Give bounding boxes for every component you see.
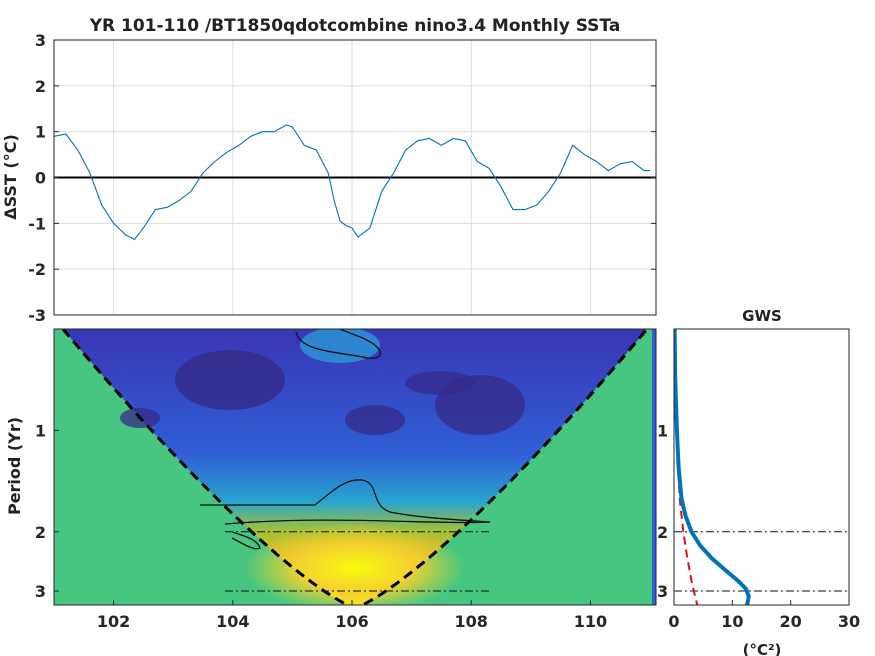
wavelet-x-tick-label: 108 — [455, 612, 488, 631]
gws-axes-box — [673, 328, 850, 606]
gws-x-tick-label: 10 — [721, 612, 743, 631]
wavelet-map — [54, 329, 656, 605]
wavelet-y-tick-label: 2 — [35, 523, 46, 542]
ts-ylabel: ΔSST (°C) — [1, 134, 20, 220]
ts-y-tick-label: 1 — [35, 123, 46, 142]
wavelet-hot-spot — [245, 523, 465, 605]
ts-y-tick-label: 0 — [35, 169, 46, 188]
wavelet-low-power-blob — [175, 350, 285, 410]
significance-contour — [295, 329, 381, 359]
gws-x-tick-label: 30 — [838, 612, 860, 631]
gws-x-ticks: 0 10 20 30 — [668, 600, 860, 631]
wavelet-low-power-blob — [405, 371, 475, 395]
chart-title: YR 101-110 /BT1850qdotcombine nino3.4 Mo… — [89, 16, 621, 36]
gws-xlabel: (°C²) — [743, 641, 782, 656]
significance-contour — [231, 531, 261, 550]
wavelet-y-tick-label-right: 2 — [657, 523, 668, 542]
gws-power-line — [674, 329, 751, 605]
wavelet-low-power-blob — [345, 405, 405, 435]
ts-y-tick-label: -1 — [28, 214, 46, 233]
significance-contour — [200, 479, 491, 525]
wavelet-y-tick-label: 3 — [35, 582, 46, 601]
gws-period-reference-lines — [674, 531, 849, 592]
wavelet-x-tick-label: 106 — [335, 612, 368, 631]
ts-y-tick-label: -2 — [28, 260, 46, 279]
cone-of-influence-line — [61, 329, 649, 605]
ts-y-tick-label: -3 — [28, 306, 46, 325]
wavelet-axes-box — [53, 328, 657, 606]
gws-x-tick-label: 20 — [780, 612, 802, 631]
gws-plot — [674, 329, 751, 605]
wavelet-x-tick-label: 110 — [574, 612, 607, 631]
wavelet-x-tick-label: 104 — [216, 612, 249, 631]
gws-title: GWS — [742, 307, 782, 325]
wavelet-y-ticks: 1 1 2 2 3 3 — [35, 421, 668, 601]
ts-data-line — [54, 124, 650, 241]
wavelet-period-reference-lines — [225, 531, 490, 592]
ts-y-ticks: -3 -2 -1 0 1 2 3 — [28, 31, 656, 325]
wavelet-ylabel: Period (Yr) — [5, 417, 24, 515]
wavelet-y-tick-label: 1 — [35, 421, 46, 440]
gws-x-tick-label: 0 — [668, 612, 679, 631]
wavelet-y-tick-label-right: 1 — [657, 421, 668, 440]
ts-y-tick-label: 2 — [35, 77, 46, 96]
wavelet-x-ticks: 102 104 106 108 110 — [97, 600, 607, 631]
wavelet-y-tick-label-right: 3 — [657, 582, 668, 601]
wavelet-x-tick-label: 102 — [97, 612, 130, 631]
ts-y-tick-label: 3 — [35, 31, 46, 50]
